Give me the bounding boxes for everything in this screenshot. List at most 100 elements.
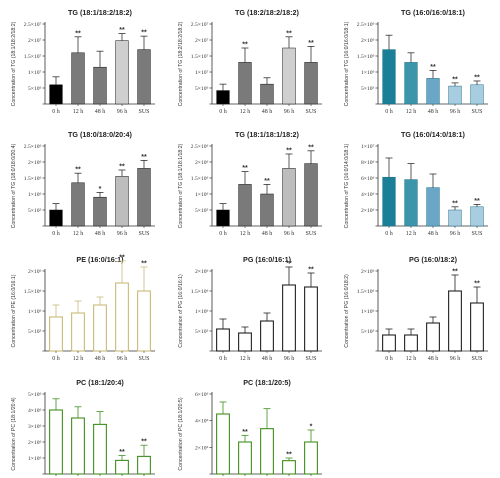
category-label: SUS: [305, 356, 316, 362]
bar: [426, 322, 440, 352]
category-label: 96 h: [117, 231, 128, 237]
bar: [282, 460, 296, 475]
y-tick-label: 1×10⁶: [28, 192, 42, 198]
y-tick-label: 2×10⁶: [361, 38, 375, 44]
y-tick-label: 5×10⁶: [28, 392, 42, 398]
y-tick-label: 2×10⁶: [361, 208, 375, 214]
category-label: 0 h: [219, 356, 227, 362]
category-label: 96 h: [117, 109, 128, 115]
y-axis-label: Concentration of TG (16:0/16:0/18:1): [344, 21, 350, 106]
chart-panel-8: PG (16:0/16:1) Concentration of PG (16:0/…: [178, 255, 322, 362]
y-tick-label: 2×10⁷: [28, 38, 42, 44]
y-tick-label: 5×10⁶: [28, 86, 42, 92]
y-tick-label: 2×10⁷: [195, 38, 209, 44]
chart-title: PC (18:1/20:5): [243, 378, 291, 387]
y-tick-label: 2.5×10⁶: [24, 144, 42, 150]
y-tick-label: 2×10⁶: [195, 269, 209, 275]
category-label: 0 h: [219, 231, 227, 237]
chart-title: TG (18:0/18:0/20:4): [68, 130, 133, 139]
y-axis-label: Concentration of PG (16:0/16:1): [178, 274, 184, 348]
y-axis-label: Concentration of PC (18:1/20:5): [178, 397, 184, 471]
category-label: SUS: [471, 231, 482, 237]
y-tick-label: 1.5×10⁶: [24, 176, 42, 182]
category-label: 48 h: [262, 109, 273, 115]
y-tick-label: 5×10⁵: [361, 329, 375, 335]
chart-title: TG (18:1/18:2/18:2): [68, 8, 133, 17]
significance-label: **: [141, 154, 147, 161]
category-label: 12 h: [240, 109, 251, 115]
bar: [282, 168, 296, 227]
bar: [137, 49, 151, 105]
bar: [426, 187, 440, 227]
y-tick-label: 5×10⁵: [28, 208, 42, 214]
bar: [470, 302, 484, 352]
y-axis-label: Concentration of TG (18:2/18:2/18:2): [178, 21, 184, 106]
category-label: 48 h: [95, 231, 106, 237]
y-tick-label: 1×10⁷: [361, 144, 375, 150]
y-tick-label: 2.5×10⁶: [357, 22, 375, 28]
y-tick-label: 1×10⁷: [195, 70, 209, 76]
bar: [216, 90, 230, 105]
significance-label: **: [452, 200, 458, 207]
y-tick-label: 5×10⁶: [195, 86, 209, 92]
category-label: 96 h: [450, 356, 461, 362]
bar: [137, 168, 151, 227]
category-label: 96 h: [450, 231, 461, 237]
significance-label: **: [286, 30, 292, 37]
chart-title: TG (16:0/14:0/18:1): [401, 130, 466, 139]
category-label: SUS: [138, 109, 149, 115]
y-tick-label: 1×10⁷: [28, 70, 42, 76]
y-axis-label: Concentration of PC (18:1/20:4): [11, 397, 17, 471]
y-tick-label: 3×10⁶: [28, 424, 42, 430]
bar: [115, 176, 129, 227]
significance-label: **: [474, 198, 480, 205]
y-tick-label: 1.5×10⁶: [357, 54, 375, 60]
category-label: 12 h: [73, 231, 84, 237]
y-tick-label: 2.5×10⁶: [191, 144, 209, 150]
category-label: 48 h: [95, 356, 106, 362]
category-label: 48 h: [95, 109, 106, 115]
y-axis-label: Concentration of PE (16:0/16:1): [11, 274, 17, 347]
bar: [470, 84, 484, 105]
y-tick-label: 2×10⁶: [28, 269, 42, 275]
category-label: SUS: [305, 109, 316, 115]
category-label: 96 h: [117, 356, 128, 362]
chart-panel-9: PG (16:0/18:2) Concentration of PG (16:0/…: [344, 255, 488, 362]
y-tick-label: 1.5×10⁶: [191, 289, 209, 295]
bar: [304, 62, 318, 105]
category-label: 48 h: [428, 109, 439, 115]
y-tick-label: 1×10⁶: [28, 309, 42, 315]
significance-label: *: [99, 186, 102, 193]
bar: [448, 290, 462, 352]
significance-label: **: [141, 30, 147, 37]
category-label: 12 h: [73, 356, 84, 362]
chart-title: TG (18:2/18:2/18:2): [235, 8, 300, 17]
category-label: 96 h: [284, 231, 295, 237]
bar: [216, 413, 230, 475]
category-label: 96 h: [450, 109, 461, 115]
bar: [49, 316, 63, 352]
bar: [260, 193, 274, 227]
category-label: 12 h: [406, 109, 417, 115]
significance-label: **: [119, 255, 125, 262]
bar: [71, 182, 85, 227]
y-tick-label: 1.5×10⁷: [24, 54, 42, 60]
category-label: 12 h: [406, 356, 417, 362]
category-label: 0 h: [385, 231, 393, 237]
category-label: 48 h: [428, 231, 439, 237]
significance-label: **: [119, 449, 125, 456]
y-tick-label: 1.5×10⁶: [24, 289, 42, 295]
y-tick-label: 1.5×10⁶: [191, 176, 209, 182]
bar: [426, 78, 440, 105]
chart-title: PC (18:1/20:4): [76, 378, 124, 387]
category-label: 0 h: [52, 231, 60, 237]
y-tick-label: 6×10⁶: [195, 392, 209, 398]
chart-title: PE (16:0/16:1): [76, 255, 124, 264]
category-label: 96 h: [284, 109, 295, 115]
chart-panel-2: TG (18:2/18:2/18:2) Concentration of TG (…: [178, 8, 322, 115]
significance-label: **: [308, 144, 314, 151]
category-label: SUS: [471, 109, 482, 115]
bar: [282, 47, 296, 105]
bar: [404, 179, 418, 227]
